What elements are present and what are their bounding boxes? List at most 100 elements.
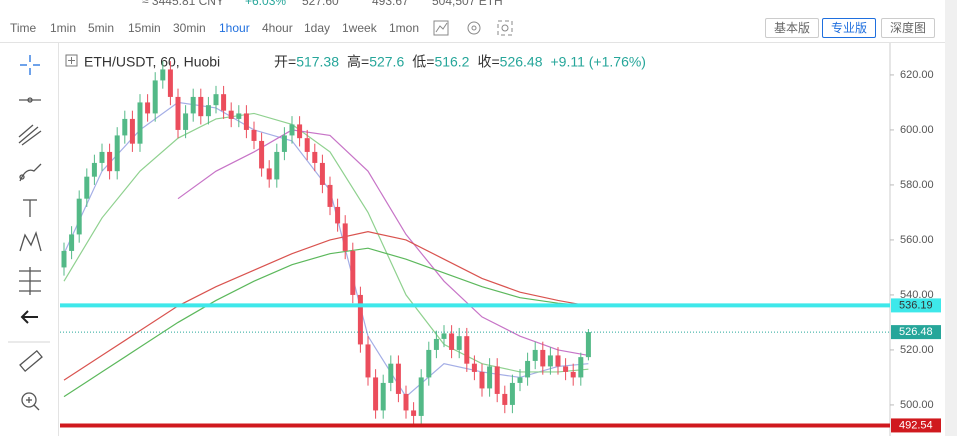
collapse-box[interactable] (65, 54, 78, 67)
candle-body (274, 151, 280, 180)
settings-icon[interactable] (467, 21, 481, 35)
candle-body (69, 234, 75, 251)
toolbar: Time 1min 5min 15min 30min 1hour 4hour 1day 1wee… (0, 14, 945, 43)
candle-body (418, 377, 424, 416)
legend-label: 开= (274, 54, 296, 70)
candle-body (129, 118, 135, 144)
candle-body (84, 176, 90, 199)
candle-body (198, 96, 204, 117)
indicator-icon[interactable] (433, 20, 449, 36)
candle-body (532, 349, 538, 361)
screenshot-icon[interactable] (497, 20, 513, 36)
candle-body (167, 69, 173, 97)
interval-button[interactable]: 1min (50, 21, 77, 35)
y-tick-label: 540.00 (900, 289, 934, 301)
moving-average (177, 129, 589, 357)
interval-button[interactable]: 30min (173, 21, 206, 35)
indicator-glyph (435, 22, 448, 33)
candle-body (160, 69, 166, 81)
candle-body (487, 366, 493, 389)
moving-average (63, 247, 589, 398)
candle-body (509, 382, 515, 405)
candle-body (357, 294, 363, 345)
interval-button[interactable]: Time (10, 21, 37, 35)
candle-body (441, 333, 447, 339)
candle-body (228, 110, 234, 119)
brush-tool[interactable] (19, 163, 42, 182)
legend-value: 516.2 (434, 54, 469, 70)
view-button[interactable]: 基本版 (765, 18, 819, 38)
candle-body (145, 102, 151, 114)
low: 493.67 (372, 0, 409, 8)
price-label-box (891, 418, 941, 433)
candle-body (236, 113, 242, 119)
candle-body (251, 129, 257, 141)
legend-label: 低= (412, 54, 434, 70)
measure-tool[interactable] (19, 267, 41, 295)
candle-body (297, 124, 303, 139)
candle-body (479, 371, 485, 389)
candle-body (388, 363, 394, 383)
interval-button[interactable]: 4hour (262, 21, 293, 35)
view-button[interactable]: 专业版 (822, 18, 876, 38)
interval-button[interactable]: 15min (128, 21, 161, 35)
candle-body (517, 377, 523, 383)
candle-body (433, 338, 439, 350)
view-button[interactable]: 深度图 (881, 18, 935, 38)
candle-body (304, 138, 310, 152)
candle-body (471, 363, 477, 372)
price-label-box (891, 325, 941, 340)
candle-body (563, 366, 569, 372)
candle-body (411, 410, 417, 416)
candle-body (99, 151, 105, 163)
candle-body (175, 96, 181, 130)
candle-body (365, 344, 371, 378)
interval-button[interactable]: 1day (304, 21, 331, 35)
candle-body (585, 332, 591, 358)
candle-body (327, 184, 333, 207)
ruler-tool[interactable] (19, 349, 43, 373)
cny-price: ≈ 3445.81 CNY (142, 0, 224, 8)
candle-body (319, 162, 325, 185)
fib-tool[interactable] (18, 124, 42, 146)
volume: 504,507 ETH (432, 0, 503, 8)
price-label: 536.19 (899, 299, 933, 311)
text-tool[interactable] (23, 199, 37, 217)
ticker-bar: ≈ 3445.81 CNY +6.03% 527.60 493.67 504,5… (0, 0, 957, 8)
candle-body (152, 80, 158, 114)
y-tick-label: 520.00 (900, 344, 934, 356)
candle-body (464, 336, 470, 364)
candle-body (266, 168, 272, 180)
interval-button[interactable]: 1week (342, 21, 377, 35)
toolbar-icons (433, 20, 513, 36)
candle-body (205, 105, 211, 117)
candle-body (502, 393, 508, 405)
crosshair-tool[interactable] (20, 55, 40, 75)
pattern-tool[interactable] (19, 231, 42, 252)
candle-body (395, 363, 401, 394)
moving-average (63, 112, 589, 373)
interval-button[interactable]: 1mon (389, 21, 420, 35)
candle-body (281, 135, 287, 152)
drawing-tools (0, 43, 59, 436)
back-tool[interactable] (20, 310, 38, 324)
line-tool[interactable] (19, 97, 41, 103)
candle-body (289, 124, 295, 136)
moving-average (63, 231, 589, 381)
candle-body (76, 198, 82, 235)
candle-body (221, 94, 227, 111)
high: 527.60 (302, 0, 339, 8)
candle-body (342, 223, 348, 251)
y-tick-label: 560.00 (900, 234, 934, 246)
interval-button[interactable]: 5min (88, 21, 115, 35)
candle-body (426, 349, 432, 378)
right-strip (945, 0, 957, 436)
legend-change: +9.11 (+1.76%) (551, 54, 646, 70)
zoom-tool[interactable] (21, 392, 40, 411)
interval-button[interactable]: 1hour (219, 21, 250, 35)
legend-value: 526.48 (500, 54, 543, 70)
candle-body (456, 336, 462, 350)
candle-body (91, 162, 97, 177)
price-label-box (891, 298, 941, 313)
